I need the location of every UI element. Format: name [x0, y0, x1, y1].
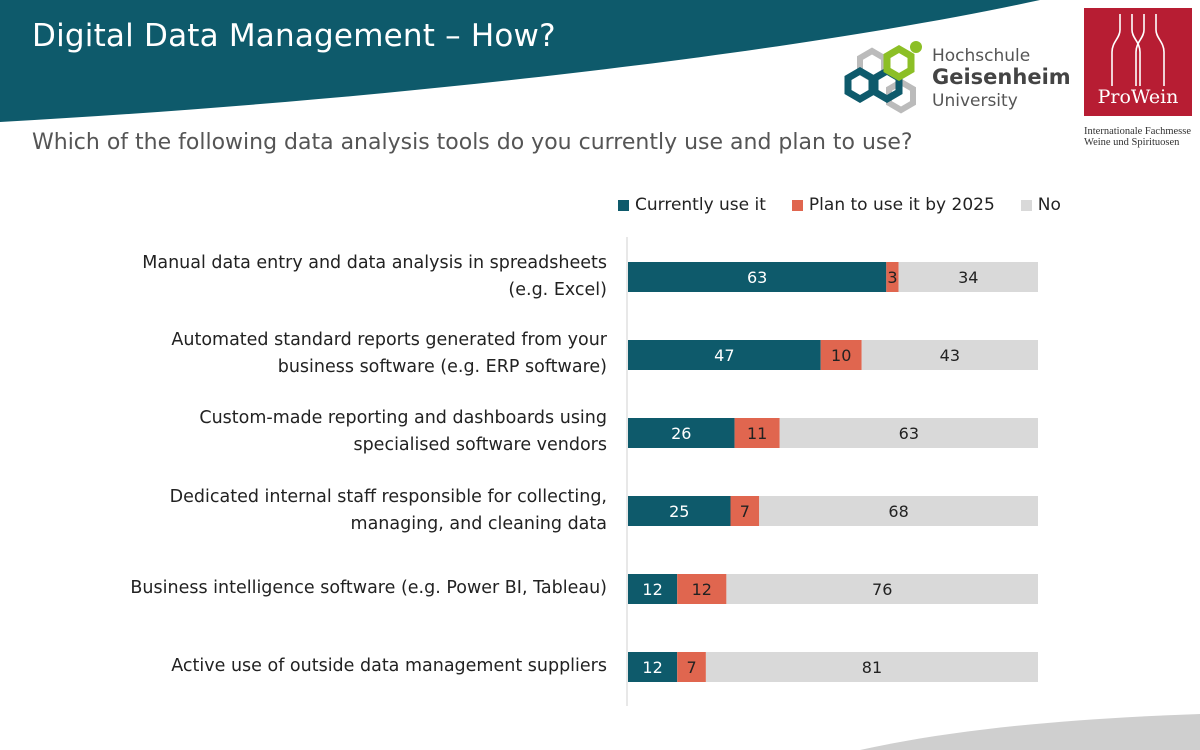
bar-segment-no	[705, 652, 1038, 682]
category-label: Business intelligence software (e.g. Pow…	[130, 578, 607, 598]
data-label-no: 34	[958, 268, 978, 287]
bar-segment-current	[628, 496, 731, 526]
page-title: Digital Data Management – How?	[32, 18, 556, 54]
bar-segment-plan	[734, 418, 780, 448]
chart-legend: Currently use it Plan to use it by 2025 …	[618, 193, 1061, 217]
data-label-no: 81	[862, 658, 882, 677]
legend-label-current: Currently use it	[635, 195, 766, 215]
legend-swatch-current	[618, 199, 629, 211]
footer-swoosh-shape	[860, 714, 1200, 750]
legend-item-no: No	[1020, 195, 1061, 215]
data-label-no: 76	[872, 580, 892, 599]
legend-item-current: Currently use it	[618, 195, 766, 215]
data-label-plan: 7	[740, 502, 750, 521]
legend-item-plan: Plan to use it by 2025	[791, 195, 995, 215]
category-label: Manual data entry and data analysis in s…	[142, 253, 607, 300]
bar-segment-current	[628, 652, 678, 682]
category-label: Automated standard reports generated fro…	[171, 330, 607, 377]
bar-segment-no	[726, 574, 1038, 604]
bar-segment-no	[759, 496, 1038, 526]
bar-segment-plan	[677, 652, 706, 682]
legend-label-plan: Plan to use it by 2025	[808, 195, 995, 215]
hexagon-logo-icon	[844, 41, 922, 114]
bar-segment-plan	[820, 340, 862, 370]
bottles-icon	[1111, 14, 1165, 86]
bar-segment-no	[898, 262, 1038, 292]
category-label: Dedicated internal staff responsible for…	[169, 487, 607, 534]
bar-segment-current	[628, 418, 735, 448]
data-label-plan: 10	[831, 346, 851, 365]
survey-question: Which of the following data analysis too…	[32, 130, 913, 155]
bar-segment-plan	[677, 574, 727, 604]
data-label-no: 68	[888, 502, 908, 521]
data-label-plan: 3	[887, 268, 897, 287]
prowein-subtitle-line2: Weine und Spirituosen	[1084, 137, 1180, 148]
bar-segment-plan	[886, 262, 899, 292]
university-logo-line2: Geisenheim	[932, 65, 1071, 89]
data-label-current: 25	[669, 502, 689, 521]
bar-segment-current	[628, 340, 821, 370]
legend-swatch-plan	[791, 199, 803, 211]
data-label-current: 63	[747, 268, 767, 287]
data-label-plan: 11	[747, 424, 767, 443]
data-label-current: 47	[714, 346, 734, 365]
prowein-logo-name: ProWein	[1097, 86, 1179, 108]
prowein-subtitle-line1: Internationale Fachmesse	[1084, 126, 1191, 137]
banner-shape	[0, 0, 1040, 122]
data-label-current: 26	[671, 424, 691, 443]
bar-segment-no	[861, 340, 1038, 370]
bar-segment-current	[628, 574, 678, 604]
data-label-plan: 12	[692, 580, 712, 599]
bar-segment-plan	[730, 496, 760, 526]
bar-segment-current	[628, 262, 887, 292]
university-logo: Hochschule Geisenheim University	[842, 40, 1077, 120]
header-banner	[0, 0, 1040, 122]
prowein-logo: ProWein	[1084, 8, 1192, 116]
bar-group: 63 3 34 47 10 43 26 11 63 25 7 68 12 12 76 12 7 81	[628, 262, 1038, 682]
data-label-current: 12	[642, 580, 662, 599]
university-logo-line1: Hochschule	[932, 46, 1031, 66]
legend-label-no: No	[1037, 195, 1061, 215]
data-label-no: 63	[899, 424, 919, 443]
data-label-current: 12	[642, 658, 662, 677]
legend-swatch-no	[1020, 199, 1032, 211]
university-logo-line3: University	[932, 91, 1018, 111]
category-label: Active use of outside data management su…	[171, 656, 607, 676]
bar-segment-no	[779, 418, 1038, 448]
data-label-no: 43	[940, 346, 960, 365]
data-label-plan: 7	[686, 658, 696, 677]
category-label: Custom-made reporting and dashboards usi…	[199, 408, 607, 455]
prowein-logo-subtitle: Internationale Fachmesse Weine und Spiri…	[1084, 126, 1196, 148]
